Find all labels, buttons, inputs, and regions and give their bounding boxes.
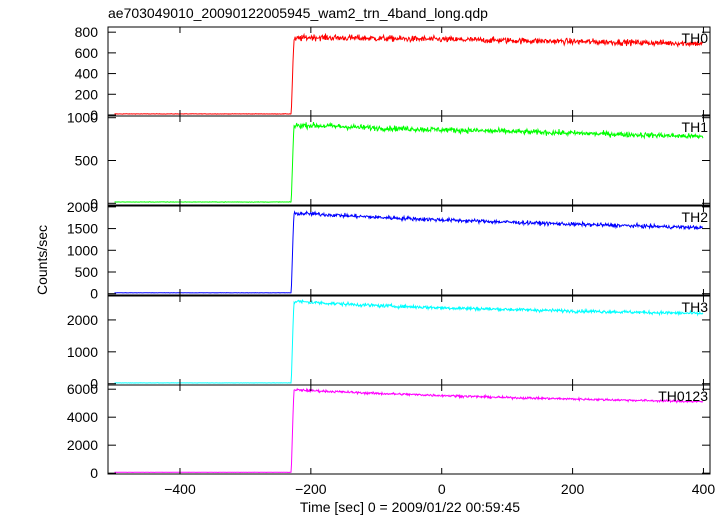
panel-frame — [107, 384, 711, 475]
panels: 0 200 400 600 800 TH0 0 500 1000 TH1 0 500 1000 1500 2… — [67, 24, 711, 481]
y-tick-label: 2000 — [67, 437, 98, 453]
y-tick-label: 0 — [90, 286, 98, 302]
y-tick-label: 1000 — [67, 344, 98, 360]
y-tick-label: 1000 — [67, 242, 98, 258]
y-tick-label: 1000 — [67, 110, 98, 126]
panel-frame — [107, 205, 711, 296]
x-tick-label: −200 — [295, 481, 327, 497]
series-label-th1: TH1 — [682, 119, 709, 135]
y-tick-label: 1500 — [67, 221, 98, 237]
x-tick-label: 400 — [692, 481, 716, 497]
y-tick-label: 500 — [75, 264, 99, 280]
x-tick-label: 0 — [438, 481, 446, 497]
y-tick-label: 800 — [75, 24, 99, 40]
series-line-th1 — [114, 121, 704, 203]
series-line-th0123 — [114, 387, 704, 473]
y-tick-label: 400 — [75, 66, 99, 82]
y-tick-label: 4000 — [67, 409, 98, 425]
panel-frame — [107, 115, 711, 206]
series-label-th2: TH2 — [682, 209, 709, 225]
y-tick-label: 600 — [75, 45, 99, 61]
y-tick-label: 200 — [75, 86, 99, 102]
series-label-th0123: TH0123 — [658, 388, 708, 404]
series-line-th3 — [114, 298, 704, 384]
x-axis-label: Time [sec] 0 = 2009/01/22 00:59:45 — [300, 499, 520, 515]
y-axis-label: Counts/sec — [34, 225, 50, 295]
y-tick-label: 0 — [90, 376, 98, 392]
panel-th3: 0 1000 2000 TH3 — [67, 295, 711, 392]
panel-th0: 0 200 400 600 800 TH0 — [75, 24, 711, 123]
series-label-th3: TH3 — [682, 299, 709, 315]
x-tick-label: 200 — [561, 481, 585, 497]
panel-th1: 0 500 1000 TH1 — [67, 110, 711, 211]
x-tick-label: −400 — [164, 481, 196, 497]
series-line-th2 — [114, 210, 703, 294]
y-tick-label: 6000 — [67, 381, 98, 397]
y-tick-label: 0 — [90, 195, 98, 211]
y-tick-label: 2000 — [67, 312, 98, 328]
y-tick-label: 0 — [90, 465, 98, 481]
series-line-th0 — [114, 32, 704, 115]
panel-th0123: 0 2000 4000 6000 TH0123 — [67, 381, 711, 481]
panel-frame — [107, 295, 711, 386]
series-label-th0: TH0 — [682, 30, 709, 46]
panel-th2: 0 500 1000 1500 2000 TH2 — [67, 199, 711, 302]
x-axis: −400 −200 0 200 400 — [164, 481, 715, 497]
y-tick-label: 0 — [90, 107, 98, 123]
chart-title: ae703049010_20090122005945_wam2_trn_4ban… — [108, 5, 488, 21]
y-tick-label: 500 — [75, 153, 99, 169]
y-tick-label: 2000 — [67, 199, 98, 215]
